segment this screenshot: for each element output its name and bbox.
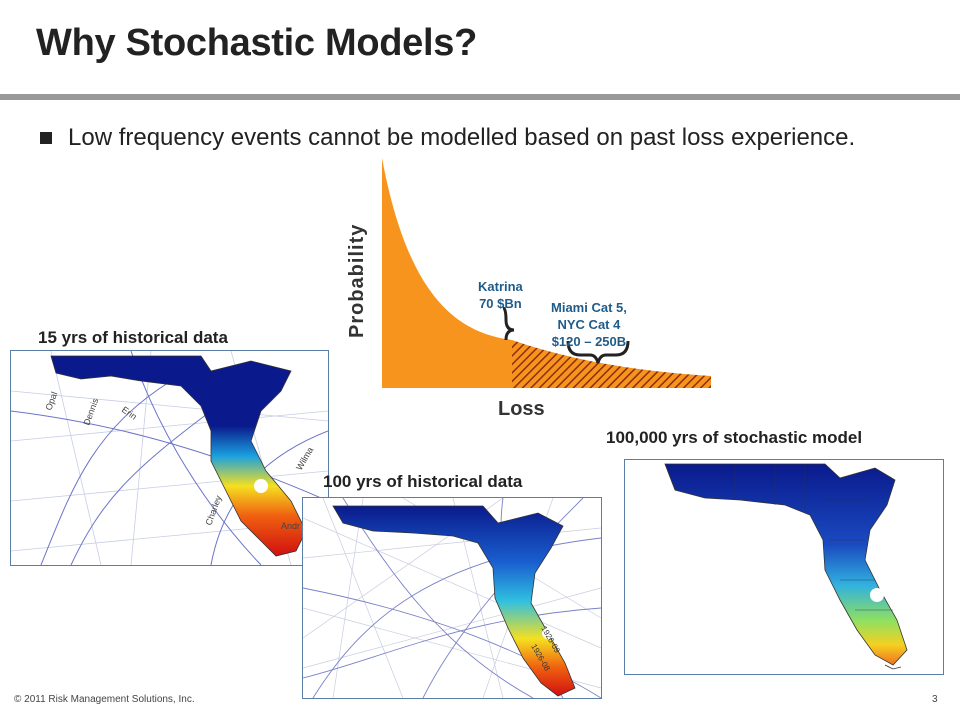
- storm-label: Andr: [281, 521, 300, 531]
- florida-map-100yrs-graphic: 1926-09 1926-08: [303, 498, 601, 698]
- slide-title: Why Stochastic Models?: [36, 22, 478, 64]
- storm-label: Wilma: [294, 445, 315, 472]
- florida-map-15yrs-graphic: Opal Dennis Erin Wilma Charley Andr: [11, 351, 328, 565]
- katrina-label: Katrina: [478, 279, 523, 294]
- florida-map-stochastic: [624, 459, 944, 675]
- florida-map-stochastic-graphic: [664, 463, 908, 670]
- map-caption-100yrs: 100 yrs of historical data: [323, 472, 523, 491]
- square-bullet-icon: [40, 132, 52, 144]
- storm-label: Dennis: [81, 396, 100, 426]
- katrina-brace: [502, 306, 515, 341]
- miami-annotation: Miami Cat 5, NYC Cat 4 $120 – 250B: [551, 299, 627, 350]
- map-caption-stochastic: 100,000 yrs of stochastic model: [606, 428, 863, 447]
- map-caption-15yrs: 15 yrs of historical data: [38, 328, 228, 347]
- bullet-text: Low frequency events cannot be modelled …: [68, 124, 856, 151]
- florida-map-100yrs: 1926-09 1926-08: [302, 497, 602, 699]
- miami-label-3: $120 – 250B: [551, 334, 627, 349]
- curve-y-axis-label: Probability: [346, 223, 368, 338]
- katrina-annotation: Katrina 70 $Bn: [478, 278, 523, 312]
- miami-label-2: NYC Cat 4: [557, 317, 621, 332]
- page-number: 3: [932, 694, 938, 705]
- curve-x-axis-label: Loss: [498, 398, 545, 420]
- miami-label-1: Miami Cat 5,: [551, 300, 627, 315]
- title-divider: [0, 94, 960, 100]
- katrina-value: 70 $Bn: [479, 296, 522, 311]
- copyright-footer: © 2011 Risk Management Solutions, Inc.: [14, 694, 195, 705]
- probability-loss-curve: [382, 158, 711, 388]
- curve-tail-hatched: [512, 340, 711, 388]
- florida-map-15yrs: Opal Dennis Erin Wilma Charley Andr: [10, 350, 329, 566]
- curve-body: [382, 158, 512, 388]
- miami-brace: [566, 340, 630, 364]
- storm-label: Opal: [43, 390, 59, 411]
